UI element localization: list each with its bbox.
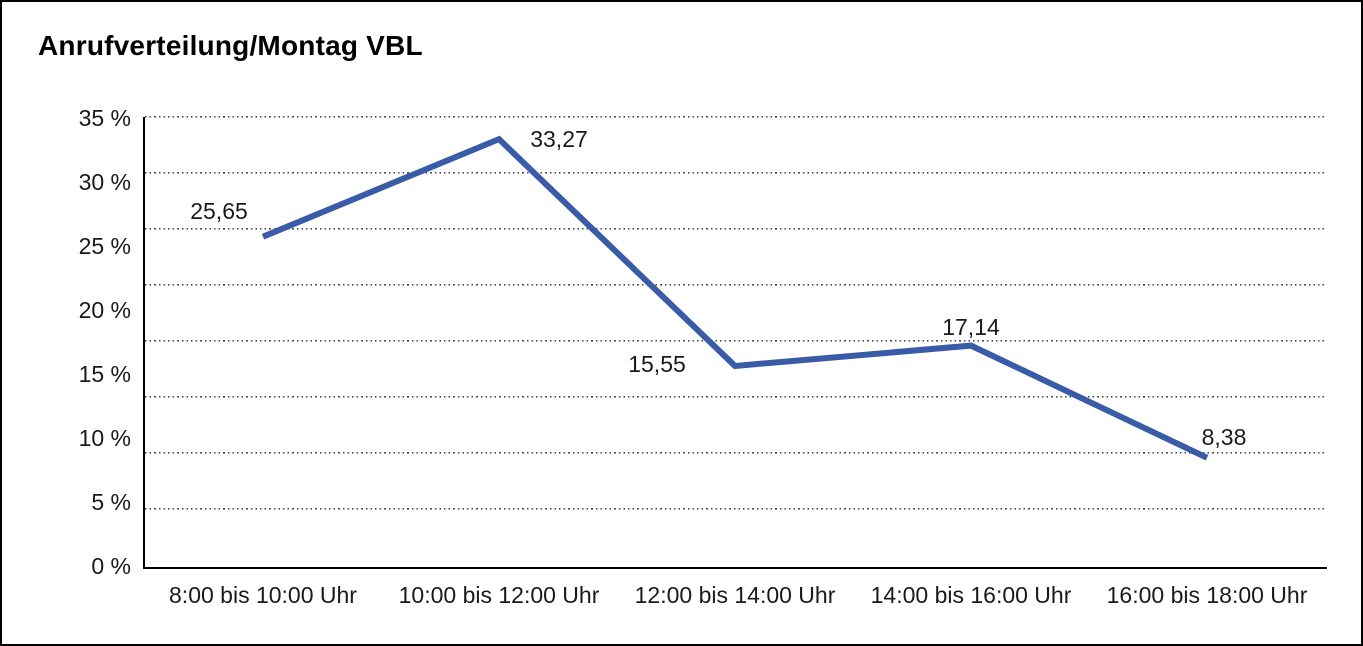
- plot-area: 35 % 30 % 25 % 20 % 15 % 10 % 5 % 0 % 8:00 bis 1…: [79, 105, 1327, 608]
- x-tick-label: 14:00 bis 16:00 Uhr: [870, 582, 1072, 608]
- gridline: [145, 228, 1325, 230]
- gridline: [145, 396, 1325, 398]
- chart-title: Anrufverteilung/Montag VBL: [38, 30, 423, 61]
- gridline: [145, 508, 1325, 510]
- y-tick-label: 0 %: [91, 553, 131, 579]
- y-tick-label: 10 %: [78, 425, 131, 451]
- x-tick-label: 12:00 bis 14:00 Uhr: [634, 582, 836, 608]
- gridline: [145, 340, 1325, 342]
- y-tick-label: 25 %: [78, 233, 131, 259]
- data-point-label: 33,27: [530, 126, 588, 153]
- x-tick-label: 16:00 bis 18:00 Uhr: [1106, 582, 1308, 608]
- data-point-label: 25,65: [190, 197, 248, 224]
- y-tick-label: 20 %: [78, 297, 131, 323]
- y-tick-label: 15 %: [78, 361, 131, 387]
- y-tick-label: 30 %: [78, 169, 131, 195]
- x-tick-label: 10:00 bis 12:00 Uhr: [398, 582, 600, 608]
- y-tick-label: 35 %: [78, 105, 131, 131]
- data-point-label: 8,38: [1201, 423, 1247, 450]
- series-line: [261, 135, 1209, 461]
- gridline: [145, 172, 1325, 174]
- line-chart-canvas: [261, 135, 1209, 461]
- data-point-label: 15,55: [628, 350, 686, 377]
- gridline: [145, 284, 1325, 286]
- data-point-label: 17,14: [942, 313, 1000, 340]
- gridline: [145, 116, 1325, 118]
- gridline: [145, 452, 1325, 454]
- x-tick-label: 8:00 bis 10:00 Uhr: [169, 582, 357, 608]
- y-tick-label: 5 %: [91, 489, 131, 515]
